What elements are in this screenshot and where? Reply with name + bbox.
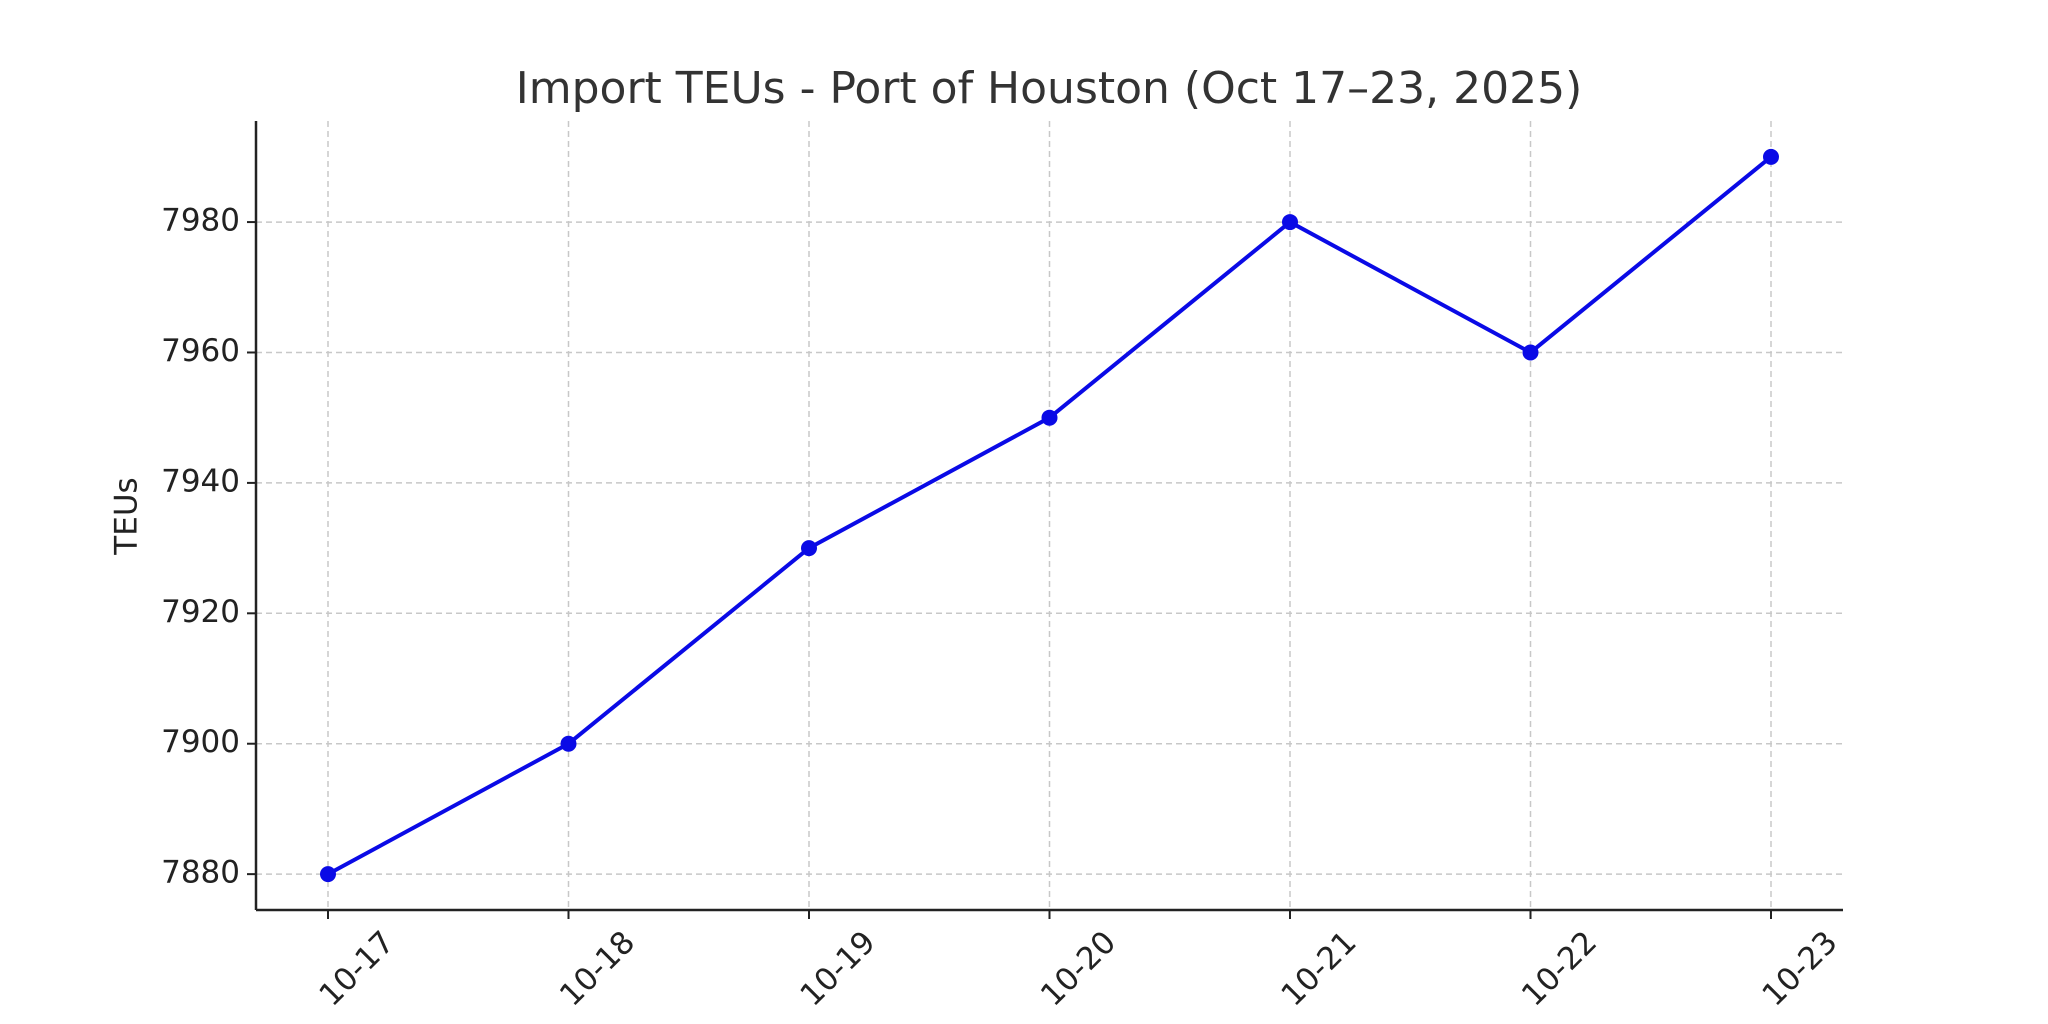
data-point: [801, 540, 817, 557]
y-tick-label: 7980: [161, 203, 240, 239]
x-tick-label: 10-23: [1756, 924, 1845, 1013]
y-tick-label: 7960: [161, 333, 240, 369]
x-tick-label: 10-21: [1275, 924, 1364, 1013]
y-tick-label: 7900: [161, 724, 240, 760]
data-point: [1282, 214, 1298, 231]
y-axis-label: TEUs: [109, 477, 145, 555]
x-tick-label: 10-20: [1034, 924, 1123, 1013]
data-point: [320, 866, 336, 883]
x-tick-label: 10-19: [794, 924, 883, 1013]
data-point: [1041, 409, 1058, 426]
x-tick-label: 10-18: [553, 924, 642, 1013]
y-tick-label: 7880: [161, 855, 240, 891]
data-point: [1522, 344, 1539, 361]
x-tick-label: 10-17: [313, 924, 402, 1013]
data-point: [560, 735, 577, 752]
data-point: [1763, 148, 1779, 165]
y-tick-label: 7920: [161, 594, 240, 630]
chart-title: Import TEUs - Port of Houston (Oct 17–23…: [516, 63, 1582, 114]
y-tick-label: 7940: [161, 463, 240, 499]
x-tick-label: 10-22: [1515, 924, 1604, 1013]
